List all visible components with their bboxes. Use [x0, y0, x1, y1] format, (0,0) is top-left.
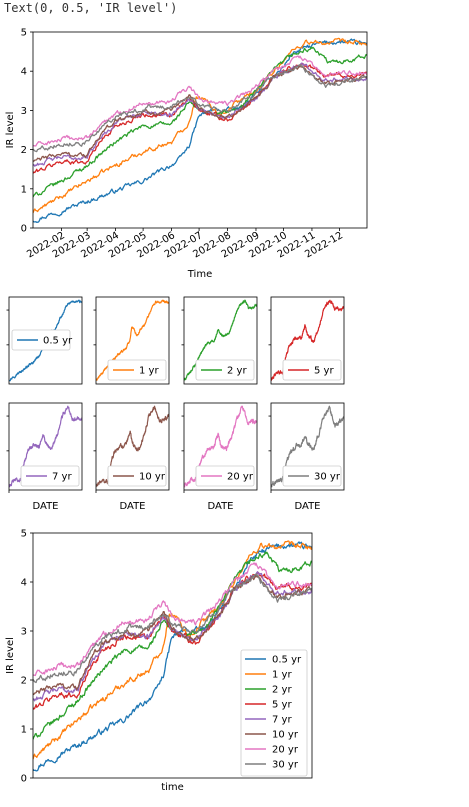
small-axes-frame — [183, 402, 258, 491]
bottom-legend-label: 20 yr — [272, 745, 299, 756]
bottom-y-tick-label: 2 — [21, 676, 27, 687]
small-legend-box — [195, 359, 255, 381]
small-legend-label: 10 yr — [139, 472, 166, 483]
bottom-series-30yr — [33, 573, 312, 684]
small-x-label: DATE — [207, 501, 233, 512]
small-legend-label: 20 yr — [227, 472, 254, 483]
bottom-y-tick-label: 4 — [21, 578, 27, 589]
small-legend-box — [107, 359, 167, 381]
small-legend-box — [195, 465, 255, 487]
bottom-y-tick-label: 5 — [21, 529, 27, 540]
small-x-label: DATE — [119, 501, 145, 512]
bottom-series-20yr — [33, 562, 312, 677]
y-axis-label: IR level — [5, 112, 16, 149]
bottom-legend-label: 30 yr — [272, 760, 299, 771]
small-legend-box — [282, 465, 342, 487]
y-tick-label: 3 — [21, 106, 27, 117]
x-axis-label: Time — [187, 269, 212, 280]
main-series-1yr — [33, 37, 367, 214]
bottom-legend-box — [240, 649, 308, 777]
small-axes-frame — [183, 296, 258, 385]
small-x-label: DATE — [294, 501, 320, 512]
small-axes-frame — [8, 402, 83, 491]
small-axes-frame — [8, 296, 83, 385]
bottom-legend-label: 0.5 yr — [272, 655, 302, 666]
small-legend-label: 30 yr — [314, 472, 341, 483]
bottom-y-tick-label: 1 — [21, 725, 27, 736]
small-legend-label: 2 yr — [227, 366, 247, 377]
small-axes-frame — [95, 402, 170, 491]
bottom-series-05yr — [33, 541, 312, 772]
bottom-legend-label: 5 yr — [272, 700, 292, 711]
main-series-20yr — [33, 55, 367, 147]
small-legend-label: 5 yr — [314, 366, 334, 377]
bottom-x-axis-label: time — [161, 782, 184, 793]
y-tick-label: 1 — [21, 184, 27, 195]
small-axes-frame — [270, 402, 345, 491]
main-series-30yr — [33, 64, 367, 153]
bottom-y-axis-label: IR level — [5, 637, 16, 674]
bottom-legend-label: 7 yr — [272, 715, 292, 726]
small-legend-label: 7 yr — [52, 472, 72, 483]
main-series-10yr — [33, 64, 367, 162]
console-output: Text(0, 0.5, 'IR level') — [4, 1, 178, 15]
y-tick-label: 5 — [21, 28, 27, 39]
main-series-7yr — [33, 62, 367, 167]
small-legend-box — [107, 465, 167, 487]
small-axes-frame — [270, 296, 345, 385]
y-tick-label: 2 — [21, 145, 27, 156]
small-legend-box — [11, 329, 71, 351]
bottom-legend-label: 2 yr — [272, 685, 292, 696]
y-tick-label: 0 — [21, 224, 27, 235]
small-legend-box — [20, 465, 80, 487]
bottom-y-tick-label: 0 — [21, 774, 27, 785]
main-axes-frame — [32, 31, 368, 229]
small-axes-frame — [95, 296, 170, 385]
bottom-y-tick-label: 3 — [21, 627, 27, 638]
bottom-legend-label: 1 yr — [272, 670, 292, 681]
bottom-axes-frame — [32, 532, 313, 779]
small-legend-box — [282, 359, 342, 381]
bottom-series-7yr — [33, 571, 312, 702]
small-legend-label: 1 yr — [139, 366, 159, 377]
small-x-label: DATE — [32, 501, 58, 512]
main-series-05yr — [33, 38, 367, 223]
small-legend-label: 0.5 yr — [43, 336, 73, 347]
y-tick-label: 4 — [21, 67, 27, 78]
bottom-legend-label: 10 yr — [272, 730, 299, 741]
